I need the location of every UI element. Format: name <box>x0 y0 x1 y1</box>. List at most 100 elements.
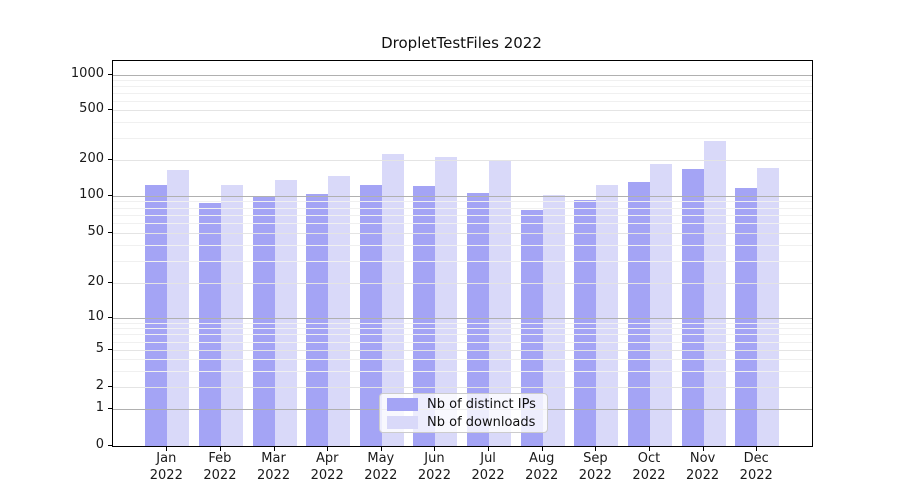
gridline-70 <box>113 215 812 217</box>
gridline-5 <box>113 350 812 352</box>
bar-distinct-ips-feb <box>198 202 221 446</box>
chart-title: DropletTestFiles 2022 <box>381 34 542 52</box>
legend-swatch-downloads <box>387 415 418 429</box>
xtick-label-oct: Oct 2022 <box>632 451 666 483</box>
ytick-label-1000: 1000 <box>70 66 104 81</box>
gridline-400 <box>113 122 812 124</box>
bar-downloads-mar <box>274 180 297 446</box>
gridline-700 <box>113 93 812 95</box>
gridline-8 <box>113 328 812 330</box>
xtick-label-feb: Feb 2022 <box>203 451 237 483</box>
ytick-label-10: 10 <box>87 308 104 324</box>
bar-distinct-ips-apr <box>306 194 329 446</box>
xtick-mark-may <box>380 446 382 451</box>
gridline-1000 <box>113 75 812 76</box>
xtick-label-jul: Jul 2022 <box>471 451 505 483</box>
gridline-800 <box>113 86 812 88</box>
bar-distinct-ips-nov <box>681 168 704 446</box>
gridline-60 <box>113 223 812 225</box>
xtick-mark-sep <box>595 446 597 451</box>
gridline-600 <box>113 101 812 102</box>
xtick-mark-oct <box>648 446 650 451</box>
legend-row-distinct-ips: Nb of distinct IPs <box>380 397 547 412</box>
xtick-label-nov: Nov 2022 <box>686 451 720 483</box>
ytick-label-50: 50 <box>87 224 104 240</box>
gridline-900 <box>113 80 812 82</box>
ytick-mark-20 <box>108 281 113 283</box>
xtick-label-jun: Jun 2022 <box>417 451 451 483</box>
ytick-label-500: 500 <box>79 101 104 117</box>
xtick-label-dec: Dec 2022 <box>739 451 773 483</box>
gridline-2 <box>113 387 812 388</box>
xtick-mark-jul <box>488 446 490 451</box>
ytick-mark-10 <box>108 316 113 318</box>
gridline-10 <box>113 317 812 319</box>
ytick-label-5: 5 <box>95 341 104 357</box>
gridline-9 <box>113 322 812 324</box>
bar-downloads-sep <box>596 185 619 446</box>
gridline-3 <box>113 370 812 372</box>
ytick-mark-200 <box>108 159 113 161</box>
xtick-label-sep: Sep 2022 <box>578 451 612 483</box>
xtick-mark-jan <box>166 446 168 451</box>
legend-label-downloads: Nb of downloads <box>427 414 536 430</box>
xtick-label-may: May 2022 <box>364 451 398 483</box>
ytick-mark-1000 <box>108 74 113 75</box>
gridline-7 <box>113 334 812 336</box>
bar-downloads-jul <box>489 161 512 446</box>
ytick-mark-2 <box>108 386 113 387</box>
gridline-20 <box>113 282 812 284</box>
gridline-200 <box>113 160 812 162</box>
ytick-mark-1 <box>108 408 113 410</box>
gridline-300 <box>113 138 812 140</box>
bar-distinct-ips-jun <box>413 185 436 446</box>
ytick-mark-100 <box>108 194 113 196</box>
legend-row-downloads: Nb of downloads <box>380 415 547 430</box>
xtick-label-jan: Jan 2022 <box>149 451 183 483</box>
ytick-mark-500 <box>108 109 113 111</box>
ytick-label-20: 20 <box>87 273 104 289</box>
plot-area <box>112 60 813 447</box>
ytick-label-100: 100 <box>79 186 104 202</box>
bar-downloads-oct <box>649 164 672 446</box>
ytick-mark-50 <box>108 232 113 234</box>
gridline-4 <box>113 359 812 361</box>
legend-swatch-distinct-ips <box>387 397 418 411</box>
bar-downloads-dec <box>757 168 780 446</box>
bar-downloads-aug <box>542 194 565 446</box>
bar-downloads-jun <box>435 157 458 446</box>
bar-downloads-nov <box>703 140 726 446</box>
legend: Nb of distinct IPs Nb of downloads <box>379 393 548 433</box>
bar-distinct-ips-dec <box>735 188 758 446</box>
gridline-100 <box>113 195 812 197</box>
ytick-label-200: 200 <box>79 151 104 167</box>
bar-distinct-ips-may <box>359 185 382 446</box>
ytick-mark-0 <box>108 445 113 446</box>
ytick-label-0: 0 <box>95 437 104 452</box>
bar-distinct-ips-aug <box>520 209 543 446</box>
bar-distinct-ips-jan <box>145 185 168 446</box>
bar-downloads-jan <box>167 170 190 446</box>
bar-downloads-apr <box>328 176 351 446</box>
bar-downloads-may <box>381 153 404 446</box>
xtick-mark-feb <box>219 446 221 451</box>
xtick-mark-dec <box>756 446 758 451</box>
gridline-90 <box>113 201 812 203</box>
gridline-40 <box>113 245 812 247</box>
xtick-mark-mar <box>273 446 275 451</box>
gridline-50 <box>113 233 812 235</box>
xtick-label-aug: Aug 2022 <box>525 451 559 483</box>
gridline-6 <box>113 341 812 343</box>
xtick-label-apr: Apr 2022 <box>310 451 344 483</box>
bar-distinct-ips-jul <box>467 192 490 446</box>
gridline-80 <box>113 207 812 209</box>
xtick-mark-apr <box>327 446 329 451</box>
gridline-30 <box>113 260 812 262</box>
ytick-label-1: 1 <box>95 400 104 416</box>
ytick-mark-5 <box>108 349 113 351</box>
xtick-mark-aug <box>541 446 543 451</box>
bar-distinct-ips-mar <box>252 196 275 446</box>
gridline-500 <box>113 110 812 112</box>
bar-distinct-ips-oct <box>627 181 650 446</box>
